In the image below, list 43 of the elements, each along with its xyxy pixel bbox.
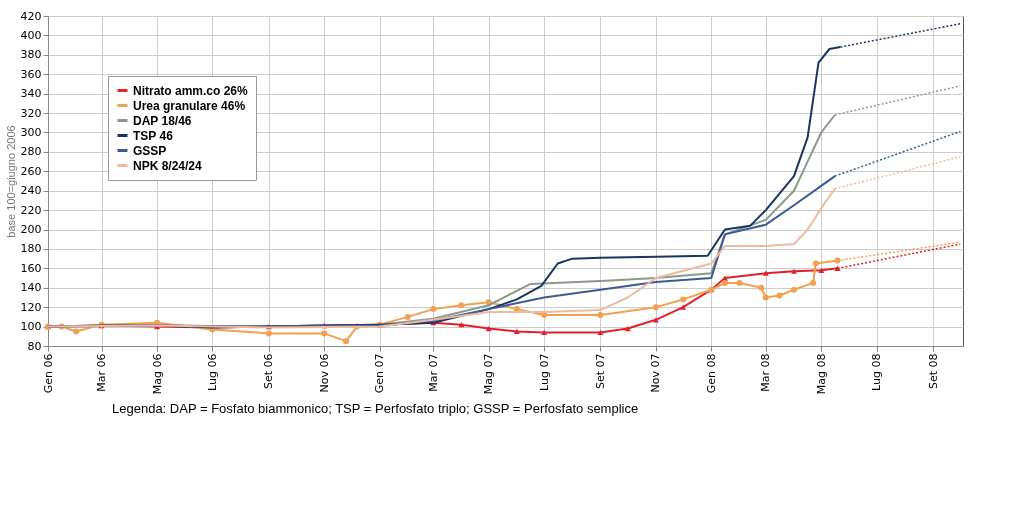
x-tick-label: Nov 07 <box>649 353 663 393</box>
y-tick-label: 140 <box>20 281 42 295</box>
legend-label: TSP 46 <box>133 128 174 143</box>
y-tick-label: 100 <box>20 320 42 334</box>
y-tick-label: 320 <box>20 106 42 120</box>
y-tick-label: 160 <box>20 261 42 275</box>
y-tick-label: 300 <box>20 125 42 139</box>
x-tick-label: Gen 06 <box>41 353 55 394</box>
y-tick-label: 180 <box>20 242 42 256</box>
x-tick-label: Lug 06 <box>205 353 219 391</box>
x-tick-label: Lug 07 <box>537 353 551 391</box>
x-tick-label: Nov 06 <box>317 353 331 393</box>
x-tick-label: Mag 08 <box>814 353 828 395</box>
x-tick-label: Lug 08 <box>870 353 884 391</box>
y-tick-label: 360 <box>20 67 42 81</box>
legend-label: Urea granulare 46% <box>133 98 246 113</box>
x-tick-label: Mag 06 <box>150 353 164 395</box>
x-tick-label: Mag 07 <box>482 353 496 395</box>
y-tick-label: 120 <box>20 300 42 314</box>
y-tick-label: 260 <box>20 164 42 178</box>
legend-label: GSSP <box>133 143 167 158</box>
legend-label: Nitrato amm.co 26% <box>133 83 249 98</box>
y-tick-label: 200 <box>20 223 42 237</box>
x-tick-label: Set 08 <box>926 353 940 390</box>
x-tick-label: Set 07 <box>593 353 607 390</box>
y-tick-label: 420 <box>20 9 42 23</box>
x-tick-label: Set 06 <box>262 353 276 390</box>
y-tick-label: 80 <box>27 339 42 353</box>
y-tick-label: 340 <box>20 87 42 101</box>
y-tick-label: 400 <box>20 28 42 42</box>
y-tick-label: 240 <box>20 184 42 198</box>
y-tick-label: 380 <box>20 48 42 62</box>
y-tick-label: 220 <box>20 203 42 217</box>
x-tick-label: Gen 08 <box>704 353 718 394</box>
legend-label: NPK 8/24/24 <box>133 158 203 173</box>
legend-label: DAP 18/46 <box>133 113 192 128</box>
x-tick-label: Mar 06 <box>95 353 109 392</box>
y-axis-title: base 100=giugno 2006 <box>4 125 17 238</box>
text: Legenda: DAP = Fosfato biammonico; TSP = Perfosfato triplo; GSSP = Perfosfato semplice <box>112 401 640 416</box>
x-tick-label: Gen 07 <box>373 353 387 394</box>
y-tick-label: 280 <box>20 145 42 159</box>
x-tick-label: Mar 07 <box>426 353 440 392</box>
x-tick-label: Mar 08 <box>759 353 773 392</box>
